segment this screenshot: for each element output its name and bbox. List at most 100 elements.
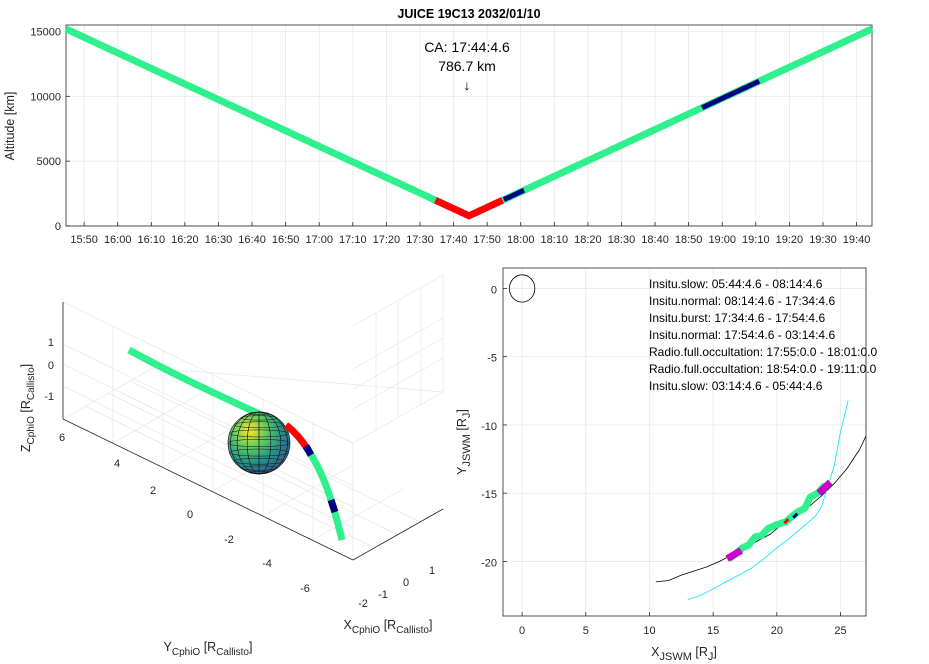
jswm-x-tick-label: 25	[834, 625, 846, 637]
callisto-latitude-line	[240, 465, 278, 471]
altitude-x-tick-label: 16:10	[138, 234, 166, 246]
x-label-unit-sub: Callisto	[396, 625, 429, 636]
altitude-x-tick-label: 17:10	[339, 234, 367, 246]
jswm-y-tick-label: -10	[481, 421, 497, 433]
callisto-latitude-line	[233, 457, 285, 465]
altitude-y-tick-label: 5000	[37, 156, 61, 168]
jswm-x-tick-label: 20	[771, 625, 783, 637]
callisto-longitude-line	[230, 411, 288, 475]
z-label-sub: CphiO	[26, 416, 37, 445]
altitude-plot-area	[66, 25, 872, 226]
3d-y-label: YCphiO [RCallisto]	[164, 640, 253, 658]
jswm-legend: Insitu.slow: 05:44:4.6 - 08:14:4.6 Insitu…	[649, 277, 877, 393]
jswm-x-tick-label: 5	[583, 625, 589, 637]
altitude-x-tick-label: 16:40	[238, 234, 266, 246]
ca-arrow: ↓	[464, 77, 471, 93]
jswm-x-tick-label: 10	[643, 625, 655, 637]
jswm-y-label-base: Y	[455, 466, 469, 475]
altitude-x-tick-label: 18:00	[507, 234, 535, 246]
altitude-x-tick-label: 18:30	[608, 234, 636, 246]
y-label-base: Y	[164, 640, 173, 654]
x-label-unit: R	[387, 618, 396, 632]
altitude-segment-normal-0	[64, 25, 437, 204]
svg-text:ZCphiO [RCallisto]: ZCphiO [RCallisto]	[19, 364, 37, 452]
legend-entry: Insitu.normal: 08:14:4.6 - 17:34:4.6	[649, 294, 835, 308]
altitude-x-tick-label: 15:50	[70, 234, 98, 246]
z-tick-label: -1	[44, 391, 54, 403]
altitude-x-tick-label: 17:20	[373, 234, 401, 246]
altitude-trajectory	[64, 25, 874, 220]
y-label-sub: CphiO	[172, 647, 201, 658]
jswm-y-tick-label: -20	[481, 557, 497, 569]
z-label-base: Z	[19, 444, 33, 452]
z-label-unit: R	[19, 400, 33, 409]
jswm-y-tick-label: 0	[491, 284, 497, 296]
y-label-unit-sub: Callisto	[216, 647, 249, 658]
altitude-segment-occultation-4	[700, 78, 761, 110]
z-tick-label: 0	[48, 360, 54, 372]
altitude-ticks: 15:50 16:00 16:10 16:20 16:30 16:40 16:50 17:00…	[30, 26, 870, 246]
legend-entry: Insitu.normal: 17:54:4.6 - 03:14:4.6	[649, 328, 835, 342]
legend-entry: Radio.full.occultation: 18:54:0.0 - 19:1…	[649, 362, 877, 376]
y-tick-label: -4	[262, 558, 272, 570]
callisto-latitude-line	[229, 448, 289, 457]
jswm-series-6	[792, 512, 799, 519]
altitude-x-tick-label: 17:30	[406, 234, 434, 246]
altitude-x-tick-label: 16:00	[104, 234, 132, 246]
altitude-x-tick-label: 18:40	[641, 234, 669, 246]
jswm-grid	[503, 268, 866, 616]
legend-entry: Insitu.slow: 05:44:4.6 - 08:14:4.6	[649, 277, 823, 291]
altitude-x-tick-label: 18:50	[675, 234, 703, 246]
jswm-x-tick-label: 0	[519, 625, 525, 637]
3d-x-label: XCphiO [RCallisto]	[344, 618, 433, 636]
3d-traj-occultation-2	[327, 498, 339, 514]
altitude-segment-occultation-3	[502, 187, 526, 202]
jswm-series-4	[816, 479, 833, 496]
altitude-x-tick-label: 19:10	[742, 234, 770, 246]
jswm-plot-area	[503, 268, 866, 616]
callisto-latitude-line	[233, 421, 285, 429]
jswm-trajectories	[508, 274, 867, 600]
altitude-y-label: Altitude [km]	[3, 92, 17, 161]
3d-traj-inbound	[127, 346, 270, 422]
legend-entry: Insitu.burst: 17:34:4.6 - 17:54:4.6	[649, 311, 825, 325]
altitude-x-tick-label: 17:40	[440, 234, 468, 246]
altitude-x-tick-label: 16:50	[272, 234, 300, 246]
jswm-y-tick-label: -5	[487, 353, 497, 365]
ca-time-annotation: CA: 17:44:4.6	[424, 39, 510, 55]
x-label-base: X	[344, 618, 353, 632]
jswm-y-label-unit-sub: J	[461, 413, 473, 419]
3d-ticks: 1 0 -1 6 4 2 0 -2 -4 -6 -2 -1 0 1	[44, 337, 435, 610]
jswm-y-label-sub: JSWM	[461, 434, 473, 466]
altitude-segment-burst-1	[433, 197, 505, 220]
callisto-latitude-line	[227, 439, 291, 447]
jswm-x-label-base: X	[651, 645, 660, 659]
y-tick-label: 6	[59, 432, 65, 444]
x-tick-label: -2	[358, 598, 368, 610]
x-label-sub: CphiO	[352, 625, 381, 636]
jupiter-circle	[508, 274, 536, 303]
jswm-series-2	[727, 482, 828, 562]
3d-axes-lines	[62, 302, 444, 561]
legend-entry: Insitu.slow: 03:14:4.6 - 05:44:4.6	[649, 379, 823, 393]
jswm-axes-box	[502, 267, 867, 617]
altitude-y-tick-label: 15000	[30, 26, 61, 38]
3d-traj-outbound	[305, 448, 346, 541]
callisto-latitude-line	[229, 429, 289, 438]
altitude-x-tick-label: 17:00	[305, 234, 333, 246]
altitude-x-tick-label: 19:40	[843, 234, 871, 246]
jswm-y-tick-label: -15	[481, 489, 497, 501]
altitude-segment-normal-2	[501, 25, 874, 204]
altitude-x-tick-label: 17:50	[473, 234, 501, 246]
y-tick-label: 4	[114, 458, 120, 470]
altitude-x-tick-label: 16:30	[205, 234, 233, 246]
x-tick-label: -1	[378, 589, 388, 601]
jswm-y-label: YJSWM [RJ]	[455, 409, 473, 475]
altitude-axes-box	[65, 24, 873, 227]
z-tick-label: 1	[48, 337, 54, 349]
jswm-x-label-unit-sub: J	[708, 651, 714, 663]
3d-z-label: ZCphiO [RCallisto]	[19, 364, 37, 452]
altitude-x-tick-label: 19:30	[809, 234, 837, 246]
jswm-x-label-unit: R	[699, 645, 708, 659]
